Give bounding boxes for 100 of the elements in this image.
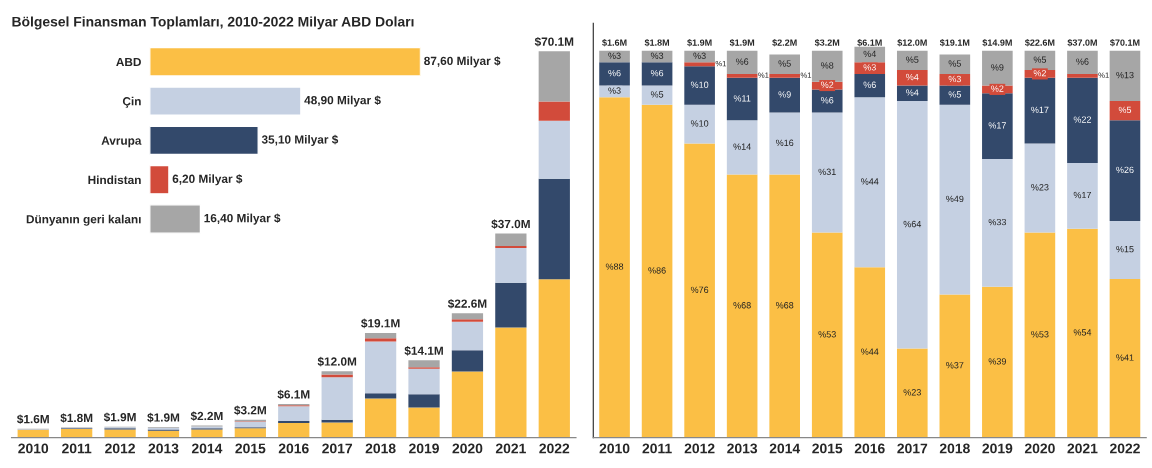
data-label: %5	[906, 56, 919, 63]
bar	[982, 286, 1013, 438]
data-label: %5	[948, 60, 961, 67]
annotation: $2.2M	[772, 39, 797, 47]
bar	[149, 46, 421, 77]
bar	[451, 371, 484, 438]
data-label: %37	[946, 362, 964, 369]
bar	[408, 394, 440, 408]
bar	[982, 50, 1013, 86]
bar	[364, 393, 397, 399]
x-tick-label: 2022	[539, 443, 570, 454]
data-label: %3	[693, 52, 706, 59]
bar	[726, 77, 758, 121]
bar	[1024, 77, 1056, 144]
data-label: %64	[903, 220, 922, 228]
data-label: %6	[735, 58, 749, 65]
data-label: %41	[1116, 354, 1134, 361]
bar	[896, 85, 928, 102]
data-label: %6	[650, 69, 664, 77]
bar	[104, 429, 136, 438]
annotation: $14.1M	[404, 346, 443, 356]
data-label: %5	[1118, 106, 1132, 114]
data-label: %17	[1073, 191, 1092, 199]
bar	[538, 51, 570, 102]
bar	[769, 54, 800, 74]
bar	[854, 267, 886, 438]
bar	[1067, 50, 1098, 74]
data-label: %4	[906, 89, 919, 96]
x-tick-label: 2012	[105, 443, 135, 454]
data-label: %39	[988, 358, 1006, 365]
x-tick-label: 2010	[18, 443, 49, 454]
data-label: %86	[648, 267, 666, 274]
data-label: %4	[863, 50, 877, 57]
bar	[726, 120, 758, 175]
data-label: %6	[608, 69, 621, 77]
bar	[1109, 220, 1141, 279]
bar	[408, 407, 440, 438]
bar	[769, 112, 800, 175]
data-label: %6	[1076, 58, 1089, 65]
bar	[1067, 77, 1098, 163]
data-label: %13	[1116, 71, 1134, 79]
bar	[811, 232, 843, 438]
data-label: %6	[821, 97, 834, 104]
bar	[599, 97, 630, 438]
data-label: %17	[1031, 106, 1049, 114]
x-tick-label: 2014	[769, 443, 801, 454]
data-label: %3	[650, 52, 664, 59]
bar	[896, 70, 928, 86]
annotation: $37.0M	[491, 219, 530, 229]
bar	[321, 422, 353, 438]
bar	[1109, 278, 1141, 438]
bar	[191, 429, 223, 438]
bar	[538, 178, 570, 280]
bar	[451, 321, 484, 351]
bar	[451, 313, 484, 320]
bar	[321, 377, 353, 420]
data-label: %3	[863, 64, 876, 71]
y-tick-label: Dünyanın geri kalanı	[26, 214, 141, 226]
bar	[495, 233, 527, 246]
bar	[1024, 232, 1056, 438]
bar	[1109, 101, 1141, 121]
data-label: %3	[608, 87, 621, 94]
x-tick-label: 2011	[62, 443, 92, 454]
annotation: $6.1M	[277, 389, 310, 400]
bar	[811, 112, 843, 233]
bar	[149, 164, 170, 195]
data-label: %22	[1073, 116, 1092, 123]
bar	[495, 327, 527, 438]
bar	[538, 120, 570, 179]
data-label: %53	[1031, 331, 1049, 338]
x-tick-label: 2012	[684, 443, 715, 454]
annotation: $2.2M	[190, 411, 223, 421]
annotation: $1.9M	[103, 412, 136, 423]
x-tick-label: 2013	[148, 443, 179, 454]
y-tick-label: Hindistan	[88, 175, 141, 185]
bar	[364, 332, 397, 339]
data-label: %68	[733, 302, 751, 309]
bar	[451, 350, 484, 372]
annotation: $1.9M	[729, 39, 755, 47]
bar	[17, 429, 49, 438]
annotation: $22.6M	[1024, 39, 1055, 47]
bar	[854, 97, 886, 268]
x-tick-label: 2019	[982, 443, 1013, 454]
annotation: $12.0M	[317, 356, 357, 367]
bar	[234, 421, 266, 428]
x-tick-label: 2021	[495, 443, 526, 454]
data-label: %9	[991, 64, 1004, 71]
chart-title: Bölgesel Finansman Toplamları, 2010-2022 Milyar ABD Doları	[12, 16, 414, 30]
data-label: %23	[1031, 184, 1049, 191]
data-label: %6	[863, 81, 876, 88]
annotation: $19.1M	[939, 39, 970, 47]
x-tick-label: 2017	[897, 443, 928, 454]
x-tick-label: 2022	[1110, 443, 1140, 454]
data-label: %2	[991, 85, 1004, 92]
x-tick-label: 2016	[854, 443, 885, 454]
bar	[1024, 143, 1056, 233]
data-label: 16,40 Milyar $	[204, 213, 281, 225]
bar	[982, 159, 1013, 287]
annotation: $19.1M	[361, 318, 400, 329]
bar	[451, 319, 484, 322]
